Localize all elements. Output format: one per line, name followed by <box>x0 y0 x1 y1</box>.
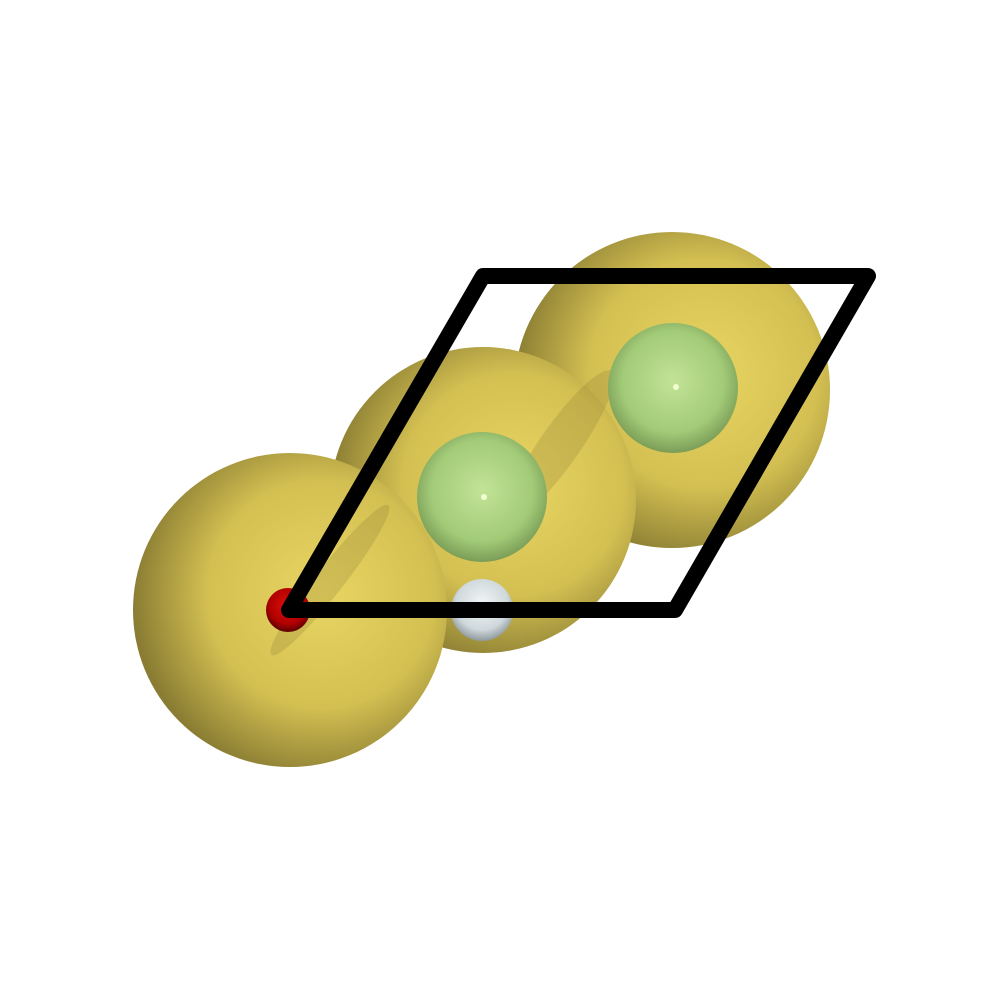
unit-cell-outline <box>281 268 876 618</box>
atoms-layer <box>133 232 830 767</box>
green-atom-back-highlight <box>673 384 679 390</box>
green-atom-back <box>608 323 738 453</box>
green-atom-middle-highlight <box>481 494 487 500</box>
